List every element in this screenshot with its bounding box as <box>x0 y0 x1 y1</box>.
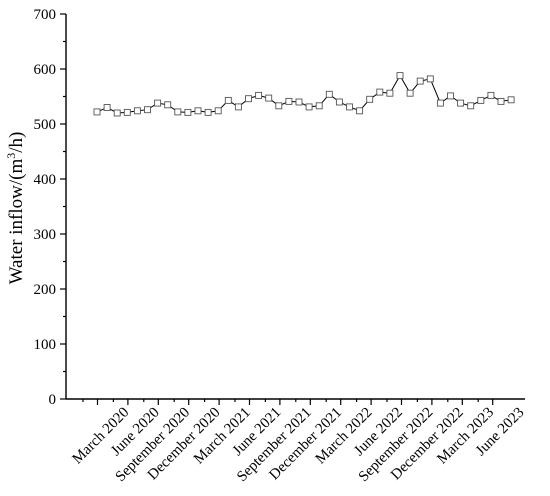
data-point-marker <box>204 108 212 116</box>
data-point-marker <box>416 77 424 85</box>
data-point-marker <box>507 96 515 104</box>
y-tick-label: 300 <box>34 227 57 243</box>
data-point-marker <box>447 92 454 100</box>
data-point-marker <box>234 103 242 111</box>
data-point-marker <box>325 90 333 98</box>
data-point-marker <box>386 89 394 97</box>
data-point-marker <box>396 72 404 80</box>
data-point-marker <box>113 109 121 117</box>
y-axis-title-superscript: 3 <box>4 153 18 159</box>
y-tick-label: 600 <box>34 62 57 78</box>
data-point-marker <box>265 94 273 102</box>
data-point-marker <box>477 96 485 104</box>
data-point-marker <box>406 89 414 97</box>
data-point-marker <box>133 107 141 115</box>
data-point-marker <box>356 107 364 115</box>
y-tick-label: 0 <box>49 392 57 408</box>
data-point-marker <box>174 108 182 116</box>
y-axis-title-tail: /h) <box>6 132 27 153</box>
data-point-marker <box>184 108 192 116</box>
data-point-marker <box>467 102 475 110</box>
data-point-marker <box>457 99 465 107</box>
data-point-marker <box>123 108 131 116</box>
data-point-marker <box>275 102 283 110</box>
data-point-marker <box>255 91 263 99</box>
y-tick-label: 500 <box>34 117 57 133</box>
y-axis-title-main: Water inflow/(m <box>6 159 27 285</box>
data-point-marker <box>295 98 303 106</box>
data-point-marker <box>366 95 374 103</box>
data-point-marker <box>436 99 444 107</box>
data-point-marker <box>194 107 202 115</box>
data-point-marker <box>164 101 172 109</box>
y-tick-label: 700 <box>34 7 57 23</box>
y-tick-label: 200 <box>34 282 57 298</box>
data-point-marker <box>315 102 323 110</box>
data-point-marker <box>214 107 222 115</box>
data-point-marker <box>224 96 232 104</box>
data-point-marker <box>154 99 162 107</box>
data-point-marker <box>346 103 353 111</box>
y-axis-ticks: 0 100 200 300 400 500 600 700 <box>34 7 66 408</box>
data-point-marker <box>426 75 434 83</box>
data-point-marker <box>245 95 252 103</box>
data-point-marker <box>497 97 505 105</box>
data-point-marker <box>335 98 343 106</box>
data-point-marker <box>376 88 384 96</box>
y-axis-title: Water inflow/(m3/h) <box>4 132 27 285</box>
data-point-marker <box>93 108 101 116</box>
y-tick-label: 100 <box>34 337 57 353</box>
y-tick-label: 400 <box>34 172 57 188</box>
data-point-marker <box>103 104 111 111</box>
data-point-marker <box>144 106 151 114</box>
data-point-marker <box>487 91 495 99</box>
data-point-marker <box>305 103 313 111</box>
series-group <box>93 72 515 117</box>
data-point-marker <box>285 97 293 105</box>
